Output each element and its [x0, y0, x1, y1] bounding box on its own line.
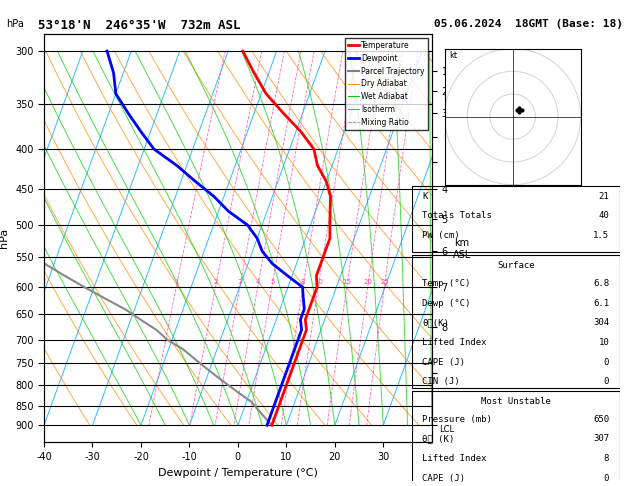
- Text: 1: 1: [174, 279, 179, 285]
- Text: 8: 8: [604, 454, 610, 463]
- X-axis label: Dewpoint / Temperature (°C): Dewpoint / Temperature (°C): [158, 468, 318, 478]
- Text: Temp (°C): Temp (°C): [423, 279, 470, 288]
- Bar: [412, 186, 620, 252]
- Text: Surface: Surface: [497, 261, 535, 270]
- Text: hPa: hPa: [6, 19, 24, 30]
- Text: 05.06.2024  18GMT (Base: 18): 05.06.2024 18GMT (Base: 18): [434, 19, 623, 30]
- Text: 10: 10: [314, 279, 323, 285]
- Text: 10: 10: [598, 338, 610, 347]
- Text: CAPE (J): CAPE (J): [423, 473, 465, 483]
- Text: 25: 25: [380, 279, 389, 285]
- Text: 15: 15: [343, 279, 352, 285]
- Text: 4: 4: [256, 279, 260, 285]
- Text: kt: kt: [449, 51, 457, 60]
- Text: 0: 0: [604, 473, 610, 483]
- Text: 1.5: 1.5: [593, 231, 610, 240]
- Text: Pressure (mb): Pressure (mb): [423, 415, 493, 424]
- Text: 2: 2: [214, 279, 218, 285]
- Text: K: K: [423, 192, 428, 201]
- Text: 3: 3: [238, 279, 242, 285]
- Text: 0: 0: [604, 358, 610, 366]
- Text: Totals Totals: Totals Totals: [423, 211, 493, 221]
- Text: Lifted Index: Lifted Index: [423, 338, 487, 347]
- Legend: Temperature, Dewpoint, Parcel Trajectory, Dry Adiabat, Wet Adiabat, Isotherm, Mi: Temperature, Dewpoint, Parcel Trajectory…: [345, 38, 428, 130]
- Text: 0: 0: [604, 377, 610, 386]
- Text: 6.1: 6.1: [593, 299, 610, 308]
- Text: 21: 21: [598, 192, 610, 201]
- Text: 20: 20: [364, 279, 372, 285]
- Text: 6.8: 6.8: [593, 279, 610, 288]
- Text: Dewp (°C): Dewp (°C): [423, 299, 470, 308]
- Text: 53°18'N  246°35'W  732m ASL: 53°18'N 246°35'W 732m ASL: [38, 19, 240, 33]
- Y-axis label: hPa: hPa: [0, 228, 9, 248]
- Bar: [412, 255, 620, 388]
- Text: 40: 40: [598, 211, 610, 221]
- Text: 5: 5: [270, 279, 274, 285]
- Text: 304: 304: [593, 318, 610, 328]
- Text: Most Unstable: Most Unstable: [481, 397, 551, 406]
- Text: LCL: LCL: [440, 425, 455, 434]
- Bar: [412, 391, 620, 486]
- Text: CIN (J): CIN (J): [423, 377, 460, 386]
- Text: 8: 8: [301, 279, 306, 285]
- Text: θᴇ (K): θᴇ (K): [423, 434, 455, 443]
- Text: 650: 650: [593, 415, 610, 424]
- Text: θᴇ(K): θᴇ(K): [423, 318, 449, 328]
- Y-axis label: km
ASL: km ASL: [452, 238, 470, 260]
- Text: PW (cm): PW (cm): [423, 231, 460, 240]
- Text: 307: 307: [593, 434, 610, 443]
- Text: CAPE (J): CAPE (J): [423, 358, 465, 366]
- Text: Lifted Index: Lifted Index: [423, 454, 487, 463]
